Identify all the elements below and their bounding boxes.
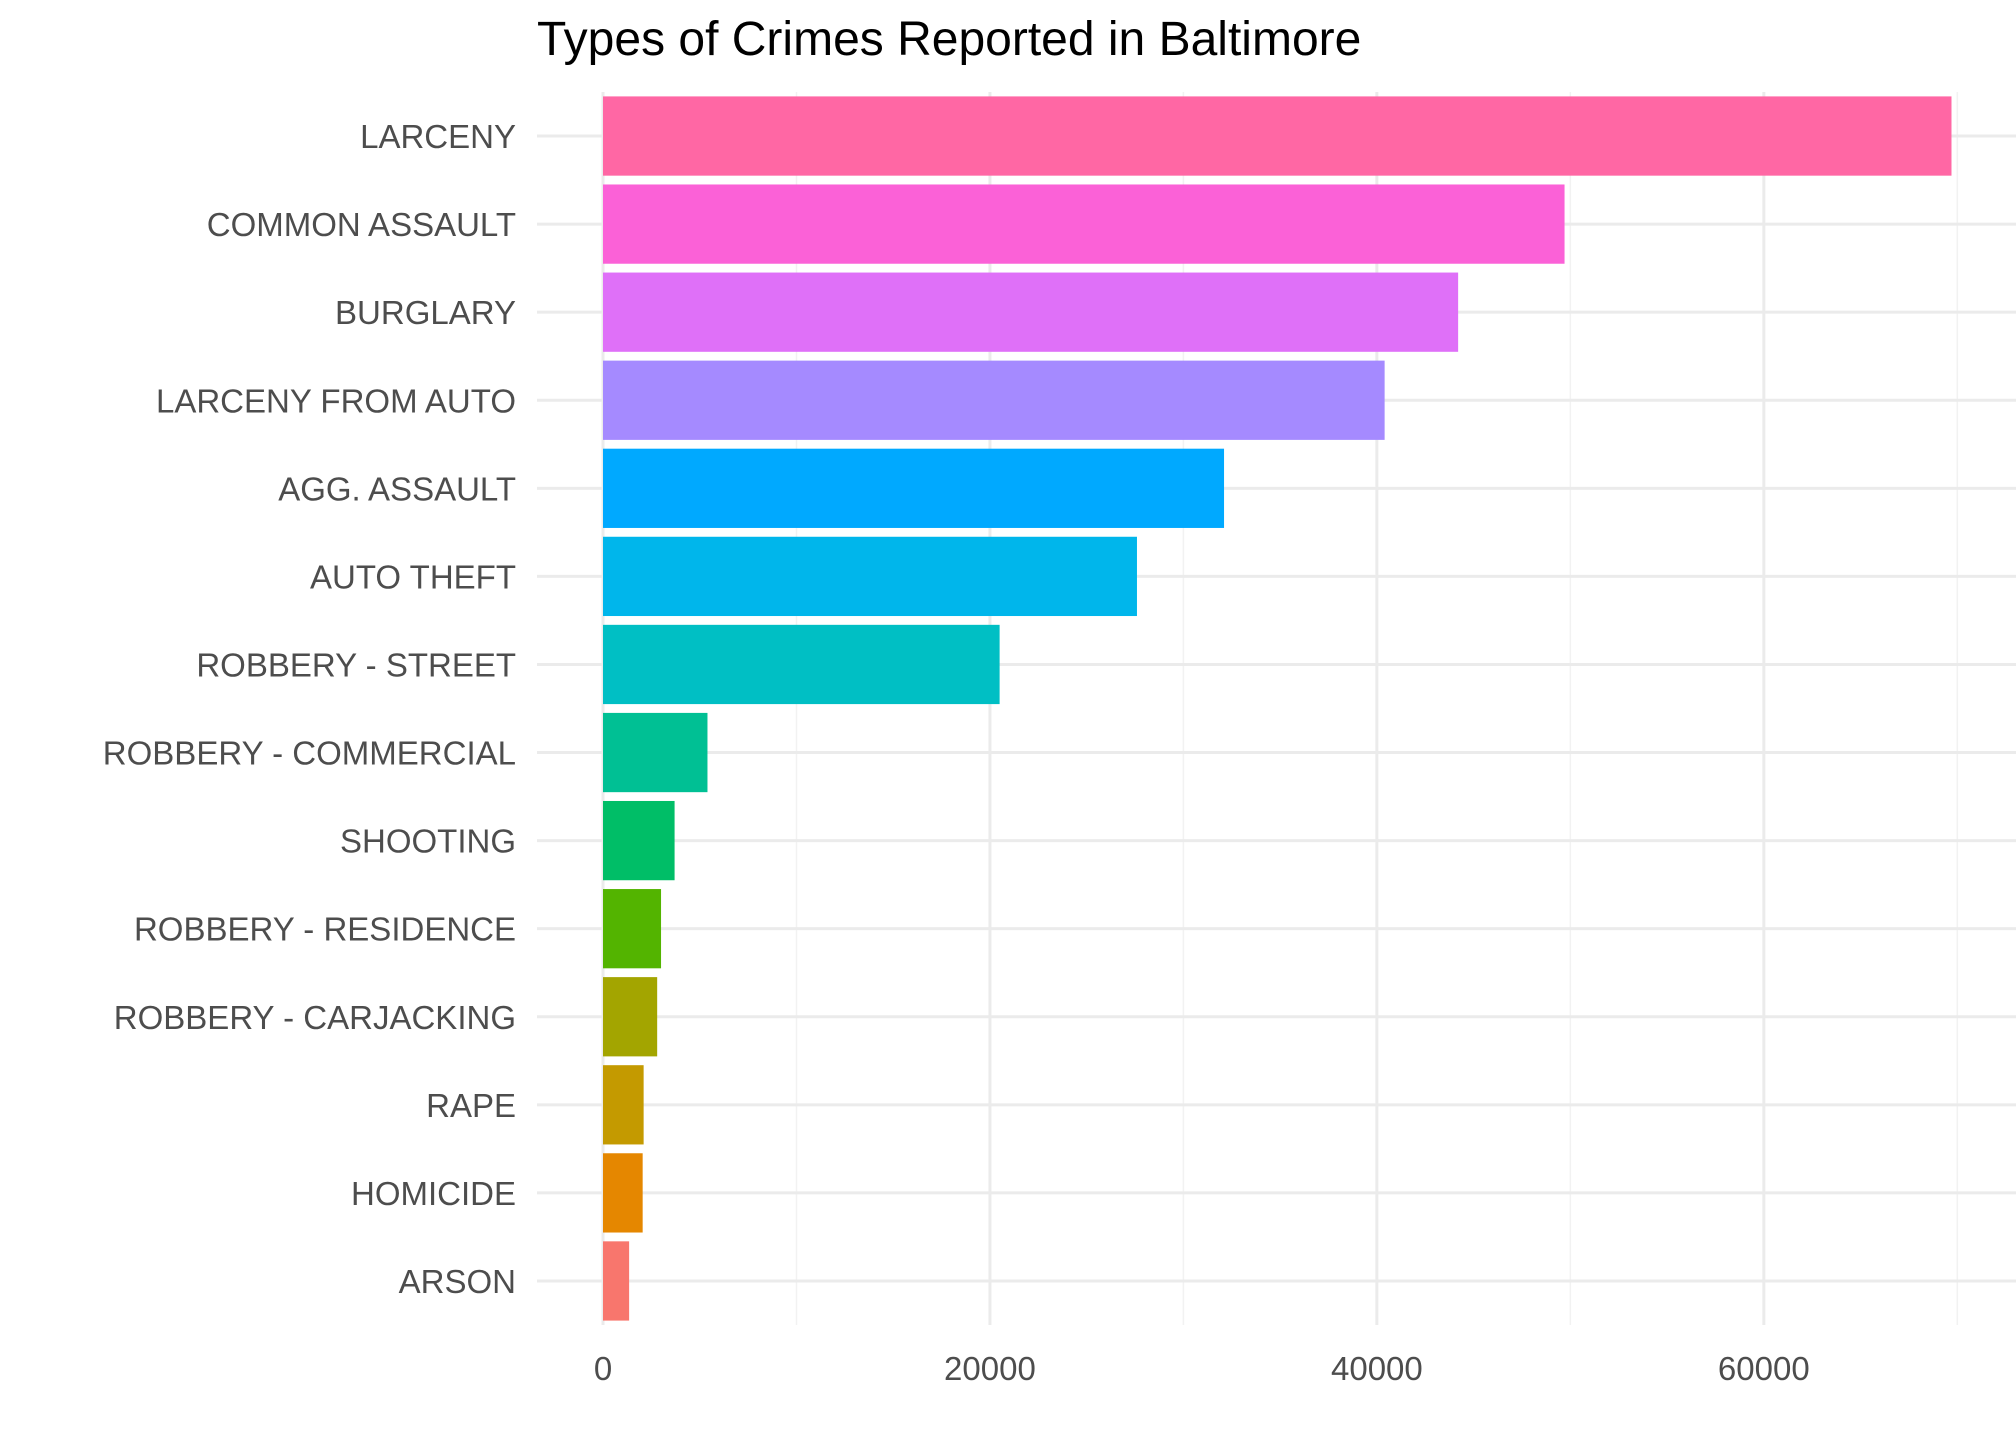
category-label: ARSON	[399, 1263, 516, 1300]
bar	[603, 360, 1385, 440]
bar	[603, 1241, 630, 1321]
x-tick-label: 0	[594, 1350, 612, 1387]
bar	[603, 1153, 643, 1233]
chart-title: Types of Crimes Reported in Baltimore	[537, 13, 1362, 66]
category-label: BURGLARY	[335, 294, 516, 331]
bar	[603, 272, 1459, 352]
category-label: AGG. ASSAULT	[278, 470, 516, 507]
bar	[603, 977, 658, 1057]
category-label: LARCENY FROM AUTO	[156, 382, 516, 419]
x-tick-label: 60000	[1718, 1350, 1810, 1387]
category-label: ROBBERY - RESIDENCE	[134, 911, 516, 948]
category-label: ROBBERY - STREET	[196, 646, 516, 683]
category-label: ROBBERY - COMMERCIAL	[103, 735, 516, 772]
bar	[603, 712, 708, 793]
x-tick-label: 40000	[1331, 1350, 1423, 1387]
bar	[603, 624, 1000, 705]
bar	[603, 448, 1225, 528]
category-label: HOMICIDE	[351, 1175, 516, 1212]
bar	[603, 96, 1952, 176]
category-label: ROBBERY - CARJACKING	[114, 999, 516, 1036]
bar	[603, 184, 1565, 264]
bar	[603, 536, 1137, 617]
category-label: COMMON ASSAULT	[207, 206, 516, 243]
bar	[603, 889, 662, 969]
category-label: AUTO THEFT	[310, 558, 516, 595]
bar	[603, 1065, 644, 1145]
category-label: RAPE	[426, 1087, 516, 1124]
bar	[603, 800, 675, 881]
category-label: SHOOTING	[340, 823, 516, 860]
x-tick-label: 20000	[944, 1350, 1036, 1387]
category-label: LARCENY	[360, 118, 516, 155]
